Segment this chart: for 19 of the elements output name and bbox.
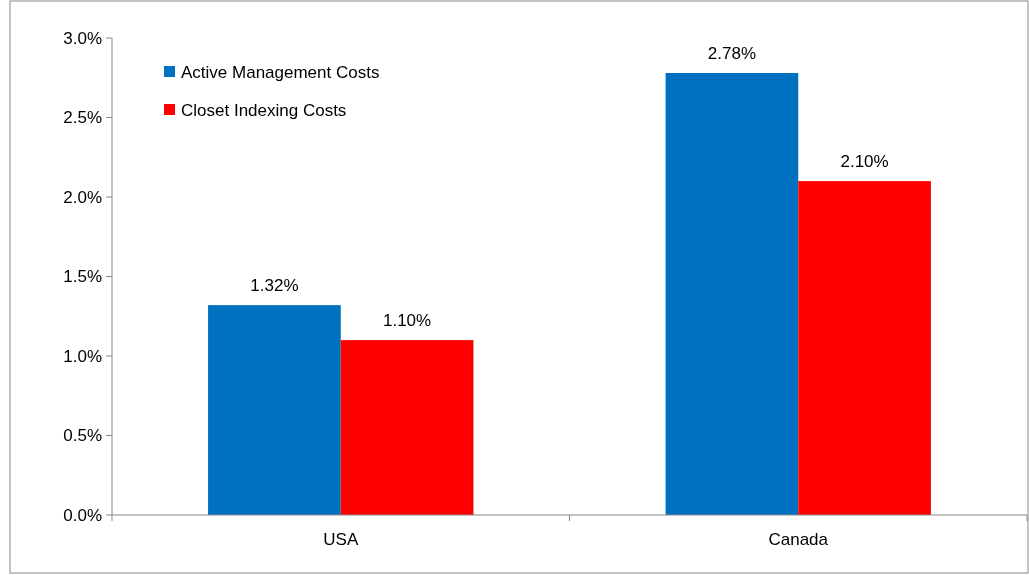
y-tick-label: 1.0%: [63, 346, 102, 366]
data-label: 1.10%: [382, 311, 432, 331]
bar: [798, 181, 931, 515]
legend-label: Closet Indexing Costs: [181, 100, 347, 120]
bar: [665, 72, 799, 515]
data-label: 1.32%: [250, 276, 299, 296]
y-tick-label: 0.0%: [63, 505, 102, 525]
y-tick-label: 1.5%: [63, 267, 102, 287]
x-tick-label: USA: [323, 530, 359, 549]
y-tick-label: 0.5%: [63, 426, 102, 446]
legend-label: Active Management Costs: [181, 62, 380, 82]
y-tick-label: 2.0%: [63, 187, 102, 207]
bar: [208, 305, 341, 515]
y-tick-label: 3.0%: [63, 28, 102, 48]
bar: [340, 340, 474, 515]
x-tick-label: Canada: [768, 530, 829, 549]
y-tick-label: 2.5%: [63, 108, 102, 128]
data-label: 2.78%: [707, 43, 757, 63]
data-label: 2.10%: [840, 152, 889, 172]
